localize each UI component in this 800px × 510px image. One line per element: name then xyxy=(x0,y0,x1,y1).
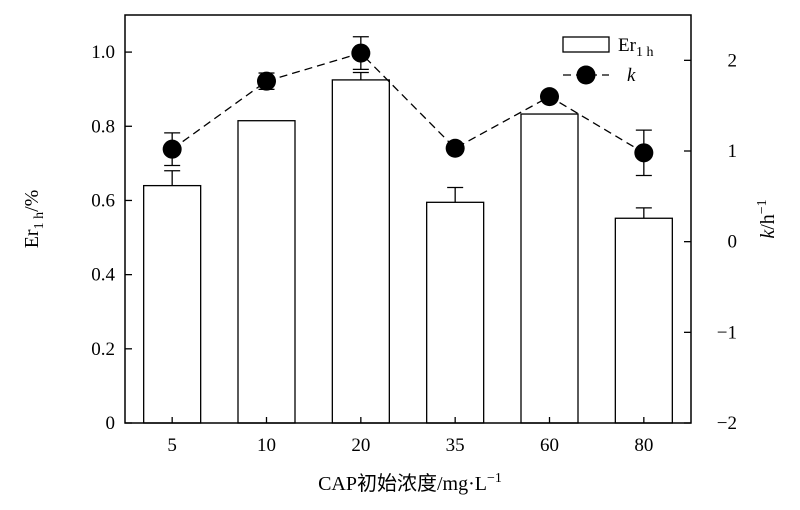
bar xyxy=(614,217,673,424)
y-axis-title-main: Er xyxy=(21,229,43,248)
y2-axis-title-sup: −1 xyxy=(755,199,770,214)
bar xyxy=(520,113,579,424)
x-tick-label: 20 xyxy=(351,435,370,456)
y-tick-label: 0.2 xyxy=(91,339,115,360)
k-point xyxy=(257,71,276,91)
y-tick-label: 0 xyxy=(106,413,116,434)
legend: Er1 hk xyxy=(562,35,653,86)
k-point xyxy=(634,143,654,163)
y2-axis-title-main: k xyxy=(757,229,779,239)
x-axis-title-main: CAP初始浓度/mg·L xyxy=(318,472,487,495)
y2-tick-label: 2 xyxy=(728,50,738,71)
y2-axis-ticks: −2 −1 0 1 2 xyxy=(684,50,737,434)
y-tick-label: 0.8 xyxy=(91,116,115,137)
x-tick-label: 60 xyxy=(540,435,559,456)
k-point xyxy=(162,139,182,159)
legend-label-er-main: Er xyxy=(618,35,637,56)
y2-tick-label: 1 xyxy=(728,141,738,162)
y-axis-title-tail: /% xyxy=(21,190,43,212)
k-point xyxy=(351,43,371,63)
y2-tick-label: 0 xyxy=(728,232,738,253)
x-tick-label: 35 xyxy=(446,435,465,456)
y2-tick-label: −2 xyxy=(717,413,737,434)
x-axis-ticks: 5 10 20 35 60 80 xyxy=(167,417,653,456)
legend-marker-swatch xyxy=(576,65,596,85)
bars-layer xyxy=(143,79,673,424)
y-axis-title-sub: 1 h xyxy=(32,212,47,230)
bar-error-bars xyxy=(164,71,652,219)
bar xyxy=(331,79,390,424)
y2-axis-title: k/h−1 xyxy=(755,199,779,238)
x-tick-label: 5 xyxy=(167,435,177,456)
y2-axis-title-tail: /h xyxy=(757,214,779,230)
bar xyxy=(237,120,296,424)
k-line-layer xyxy=(162,36,654,177)
y-tick-label: 0.4 xyxy=(91,265,115,286)
x-tick-label: 80 xyxy=(634,435,653,456)
x-tick-label: 10 xyxy=(257,435,276,456)
legend-label-er-sub: 1 h xyxy=(636,45,654,60)
y-tick-label: 0.6 xyxy=(91,190,115,211)
bar xyxy=(143,184,202,424)
x-axis-title: CAP初始浓度/mg·L−1 xyxy=(318,471,502,495)
legend-bar-swatch xyxy=(562,36,610,53)
k-point xyxy=(540,87,559,107)
y-axis-title: Er1 h/% xyxy=(21,190,47,249)
y-tick-label: 1.0 xyxy=(91,42,115,63)
y2-tick-label: −1 xyxy=(717,322,737,343)
y-axis-ticks: 0 0.2 0.4 0.6 0.8 1.0 xyxy=(91,42,132,434)
legend-label-k: k xyxy=(627,65,636,86)
x-axis-title-sup: −1 xyxy=(487,471,502,486)
k-point xyxy=(445,138,465,158)
plot-frame xyxy=(124,14,692,424)
legend-label-er: Er1 h xyxy=(618,35,653,60)
k-series-line xyxy=(171,52,645,154)
bar xyxy=(426,201,485,424)
